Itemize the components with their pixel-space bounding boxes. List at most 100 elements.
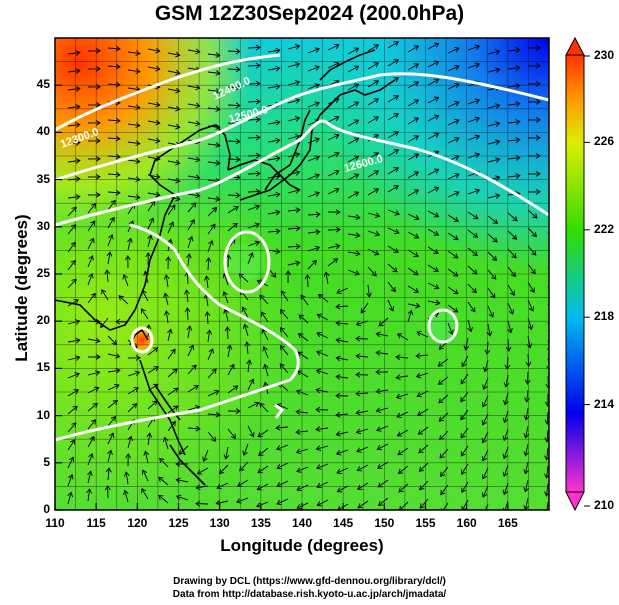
wind-arrow bbox=[127, 176, 141, 183]
wind-arrow bbox=[547, 177, 549, 179]
wind-arrow bbox=[67, 299, 79, 307]
wind-arrow bbox=[387, 245, 399, 253]
wind-arrow bbox=[115, 318, 129, 325]
wind-arrow bbox=[461, 481, 469, 494]
wind-arrow bbox=[187, 235, 194, 249]
wind-arrow bbox=[447, 268, 459, 277]
x-tick-label: 125 bbox=[168, 516, 189, 530]
wind-arrow bbox=[256, 483, 269, 491]
wind-arrow bbox=[427, 299, 441, 306]
wind-arrow bbox=[316, 350, 329, 357]
wind-arrow bbox=[147, 101, 161, 108]
wind-arrow bbox=[67, 206, 77, 217]
wind-arrow bbox=[295, 429, 309, 435]
wind-arrow bbox=[355, 335, 369, 342]
wind-arrow bbox=[107, 449, 113, 463]
wind-arrow bbox=[127, 435, 133, 449]
wind-arrow bbox=[87, 452, 94, 466]
wind-arrow bbox=[287, 62, 301, 68]
wind-arrow bbox=[227, 102, 241, 109]
wind-arrow bbox=[67, 241, 76, 253]
wind-arrow bbox=[467, 134, 481, 141]
wind-arrow bbox=[239, 461, 249, 472]
wind-arrow bbox=[395, 393, 409, 400]
wind-arrow bbox=[287, 116, 301, 122]
wind-arrow bbox=[67, 158, 81, 164]
wind-arrow bbox=[427, 42, 440, 50]
wind-arrow bbox=[523, 425, 530, 439]
wind-arrow bbox=[427, 114, 440, 122]
wind-arrow bbox=[287, 260, 301, 267]
wind-arrow bbox=[67, 372, 80, 379]
wind-arrow bbox=[407, 117, 420, 125]
wind-arrow bbox=[107, 199, 116, 211]
wind-arrow bbox=[507, 101, 521, 107]
wind-arrow bbox=[187, 218, 195, 231]
wind-arrow bbox=[147, 119, 161, 126]
wind-arrow bbox=[205, 257, 212, 271]
wind-arrow bbox=[87, 470, 93, 484]
wind-arrow bbox=[279, 363, 289, 374]
wind-arrow bbox=[507, 302, 514, 315]
wind-arrow bbox=[127, 370, 141, 377]
wind-arrow bbox=[502, 482, 509, 496]
wind-arrow bbox=[439, 448, 449, 459]
wind-arrow bbox=[247, 44, 261, 51]
wind-arrow bbox=[86, 488, 92, 502]
wind-arrow bbox=[336, 287, 349, 294]
wind-arrow bbox=[461, 463, 469, 475]
wind-arrow bbox=[523, 443, 530, 457]
wind-arrow bbox=[87, 237, 95, 250]
wind-arrow bbox=[287, 134, 301, 140]
wind-arrow bbox=[246, 359, 252, 373]
wind-arrow bbox=[355, 353, 369, 360]
wind-arrow bbox=[204, 311, 211, 325]
wind-arrow bbox=[487, 233, 498, 243]
wind-arrow bbox=[127, 158, 141, 165]
wind-arrow bbox=[503, 374, 510, 388]
wind-arrow bbox=[267, 155, 281, 162]
wind-arrow bbox=[481, 395, 489, 408]
wind-arrow bbox=[227, 192, 241, 199]
wind-arrow bbox=[507, 173, 521, 179]
wind-arrow bbox=[206, 329, 212, 343]
wind-arrow bbox=[360, 302, 369, 314]
wind-arrow bbox=[107, 353, 121, 359]
wind-arrow bbox=[387, 113, 400, 121]
wind-arrow bbox=[227, 428, 236, 440]
wind-arrow bbox=[167, 328, 173, 342]
wind-arrow bbox=[147, 383, 159, 392]
wind-arrow bbox=[67, 176, 81, 182]
wind-arrow bbox=[527, 317, 534, 331]
wind-arrow bbox=[461, 355, 469, 368]
wind-arrow bbox=[504, 356, 511, 370]
wind-arrow bbox=[547, 51, 549, 53]
wind-arrow bbox=[318, 293, 329, 303]
wind-arrow bbox=[247, 425, 255, 438]
wind-arrow bbox=[167, 159, 181, 166]
wind-arrow bbox=[327, 209, 341, 216]
wind-arrow bbox=[387, 227, 400, 235]
wind-arrow bbox=[487, 103, 501, 109]
wind-arrow bbox=[505, 338, 512, 352]
wind-arrow bbox=[367, 188, 380, 196]
wind-arrow bbox=[460, 427, 469, 439]
wind-arrow bbox=[247, 378, 255, 391]
wind-arrow bbox=[275, 424, 289, 431]
x-tick-label: 110 bbox=[45, 516, 65, 530]
wind-arrow bbox=[467, 283, 477, 294]
wind-arrow bbox=[507, 119, 521, 125]
wind-arrow bbox=[347, 269, 360, 276]
wind-arrow bbox=[184, 307, 191, 321]
wind-arrow bbox=[207, 160, 221, 166]
wind-arrow bbox=[279, 327, 289, 338]
wind-arrow bbox=[127, 387, 139, 395]
wind-arrow bbox=[285, 270, 291, 284]
wind-arrow bbox=[502, 446, 509, 460]
wind-arrow bbox=[415, 372, 429, 379]
wind-arrow bbox=[257, 465, 269, 474]
colorbar-body bbox=[565, 54, 585, 493]
wind-arrow bbox=[127, 104, 141, 111]
wind-arrow bbox=[467, 44, 481, 51]
